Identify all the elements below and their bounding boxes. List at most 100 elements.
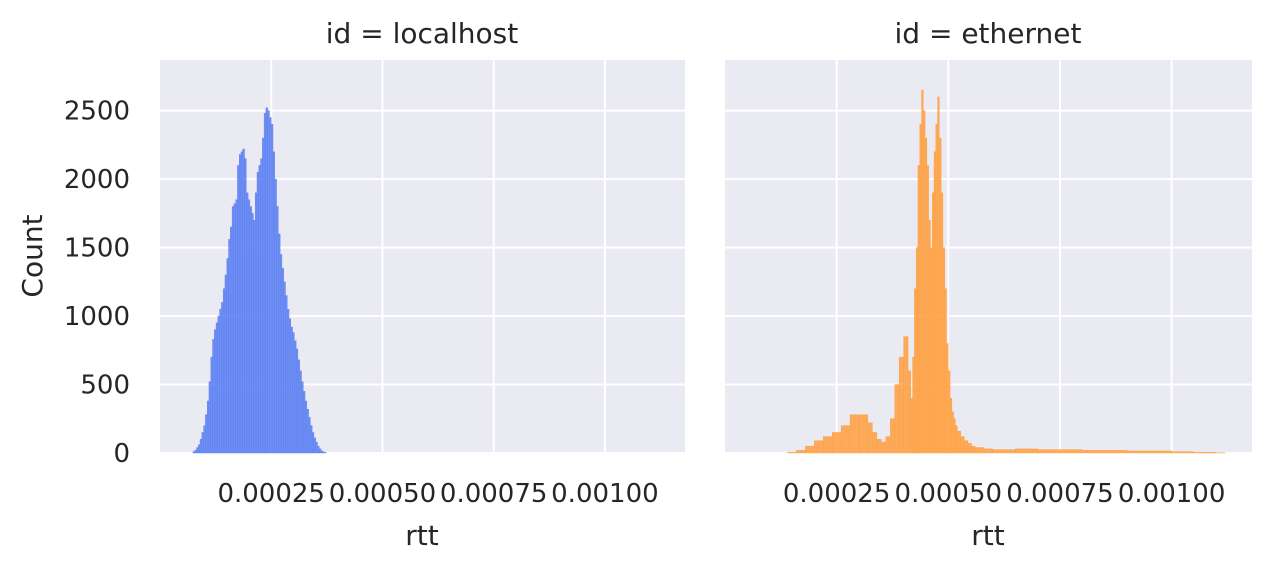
histogram-bar: [303, 391, 306, 454]
histogram-bar: [262, 137, 265, 454]
histogram-bar: [935, 124, 938, 454]
histogram-bar: [957, 430, 962, 454]
histogram-bar: [814, 440, 824, 454]
histogram-bar: [907, 370, 911, 454]
histogram-bar: [306, 408, 309, 454]
histogram-bar: [967, 443, 972, 454]
histogram-bar: [256, 172, 259, 454]
histogram-bar: [949, 398, 953, 454]
histogram-bar: [265, 107, 268, 454]
histogram-bar: [823, 436, 833, 454]
histogram-bar: [885, 436, 891, 454]
histogram-bar: [242, 148, 245, 454]
histogram-bar: [876, 439, 882, 454]
histogram-bar: [890, 418, 895, 454]
y-tick-label: 2500: [64, 97, 130, 127]
histogram-bar: [923, 110, 926, 454]
histogram-bar: [260, 158, 263, 454]
histogram-bar: [960, 436, 965, 454]
histogram-bar: [831, 432, 842, 454]
panel-title-localhost: id = localhost: [326, 17, 519, 50]
histogram-bar: [924, 137, 928, 454]
histogram-bar: [194, 450, 197, 454]
y-tick-label: 1500: [64, 234, 130, 264]
histogram-bar: [226, 258, 229, 454]
histogram-bar: [208, 381, 211, 454]
histogram-bar: [992, 449, 1016, 454]
histogram-bar: [230, 226, 233, 454]
histogram-bar: [930, 247, 933, 454]
histogram-bar: [279, 254, 283, 454]
histogram-bar: [233, 203, 236, 454]
histogram-bar: [258, 165, 261, 454]
y-tick-label: 500: [80, 371, 130, 401]
x-tick-labels-ethernet: 0.00025 0.00050 0.00075 0.00100: [783, 479, 1225, 509]
histogram-bar: [942, 247, 945, 454]
histogram-bar: [1171, 451, 1195, 454]
histogram-bar: [805, 445, 815, 454]
histogram-bar: [253, 220, 256, 454]
x-tick-label: 0.00100: [551, 479, 659, 509]
histogram-bar: [317, 445, 320, 454]
histogram-bar: [849, 414, 860, 454]
histogram-bar: [313, 437, 316, 454]
histogram-bar: [251, 213, 254, 454]
x-tick-label: 0.00050: [329, 479, 437, 509]
histogram-bar: [212, 339, 215, 454]
histogram-bar: [198, 444, 201, 454]
histogram-bar: [917, 165, 920, 454]
histogram-bar: [249, 206, 252, 454]
histogram-bar: [247, 199, 251, 454]
histogram-bar: [964, 440, 969, 454]
y-tick-label: 1000: [64, 302, 130, 332]
histogram-bar: [263, 113, 267, 454]
histogram-bar: [919, 124, 922, 454]
plot-area-ethernet: [725, 60, 1252, 453]
histogram-bar: [206, 400, 210, 454]
histogram-bar: [915, 247, 919, 454]
histogram-bar: [910, 398, 913, 454]
histogram-bar: [858, 414, 869, 454]
histogram-bar: [222, 288, 226, 454]
histogram-bar: [237, 165, 240, 454]
histogram-bar: [322, 451, 325, 454]
histogram-bar: [1037, 449, 1083, 454]
panel-ethernet: id = ethernet rtt 0.00025 0.00050 0.00075 0…: [725, 17, 1252, 552]
histogram-bar: [939, 137, 942, 454]
histogram-bar: [304, 400, 308, 454]
bars-localhost: [192, 107, 327, 454]
histogram-bar: [914, 288, 917, 454]
bars-ethernet: [787, 89, 1226, 454]
histogram-bar: [310, 425, 313, 454]
histogram-bar: [926, 165, 929, 454]
histogram-bar: [940, 192, 944, 454]
x-tick-label: 0.00100: [1118, 479, 1226, 509]
histogram-bar: [894, 384, 900, 454]
histogram-bar: [319, 448, 322, 454]
x-tick-label: 0.00075: [440, 479, 548, 509]
histogram-bar: [299, 370, 302, 454]
histogram-bar: [272, 151, 275, 454]
histogram-bar: [295, 348, 299, 454]
histogram-bar: [224, 274, 227, 454]
histogram-bar: [228, 239, 231, 454]
histogram-bar: [238, 154, 242, 454]
histogram-bar: [953, 418, 956, 454]
histogram-bar: [921, 89, 924, 454]
histogram-bar: [912, 356, 915, 454]
histogram-bar: [201, 432, 204, 454]
histogram-bar: [974, 447, 985, 454]
histogram-bar: [290, 326, 293, 454]
histogram-bar: [840, 425, 851, 454]
histogram-bar: [244, 158, 247, 454]
panel-title-ethernet: id = ethernet: [895, 17, 1082, 50]
histogram-bar: [235, 199, 238, 454]
histogram-bar: [301, 381, 304, 454]
histogram-bar: [219, 309, 222, 454]
histogram-bar: [217, 315, 220, 454]
histogram-bar: [281, 267, 284, 454]
histogram-bar: [320, 450, 324, 454]
histogram-bar: [267, 110, 270, 454]
histogram-bar: [867, 422, 873, 454]
